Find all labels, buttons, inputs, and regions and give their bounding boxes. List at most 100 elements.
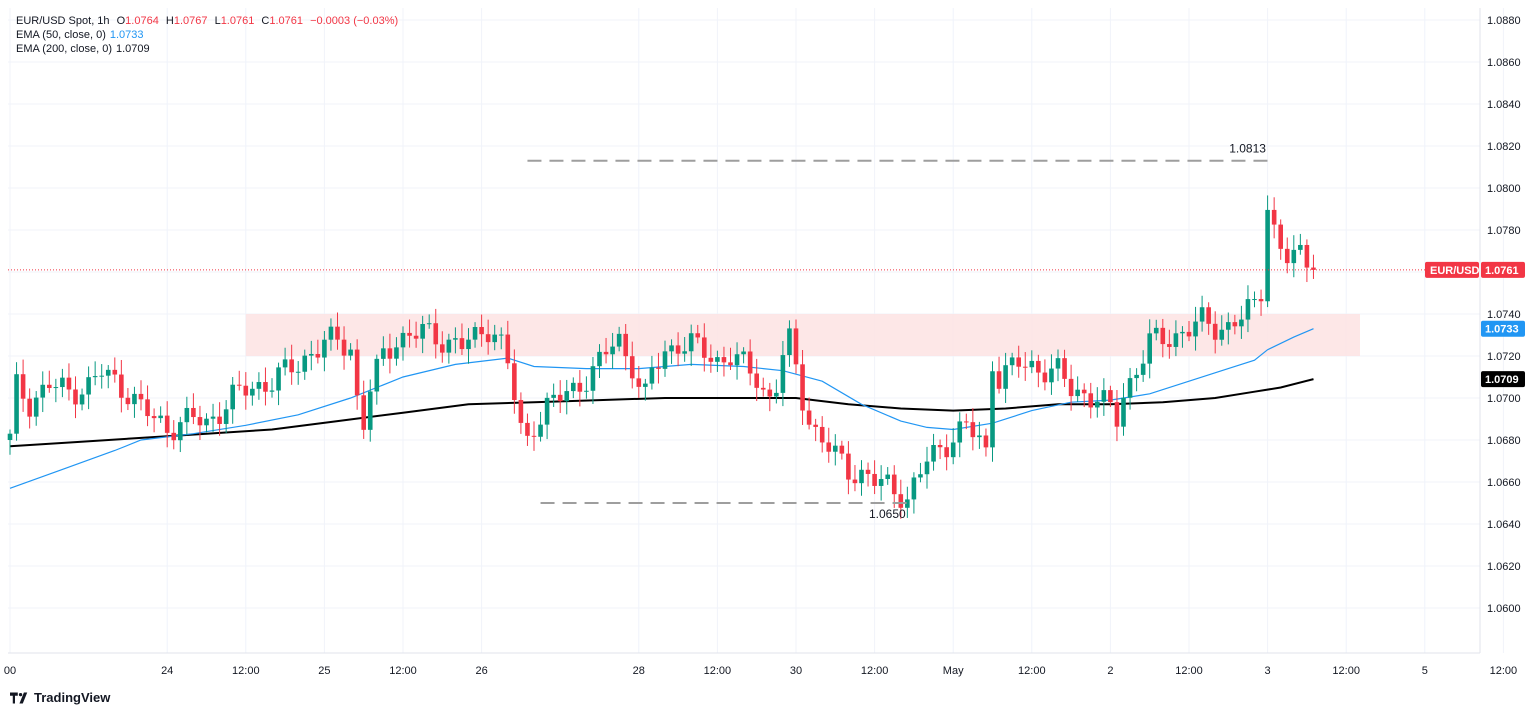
candle bbox=[695, 324, 701, 344]
legend-low: 1.0761 bbox=[220, 15, 255, 27]
candle bbox=[675, 332, 681, 367]
candle bbox=[1265, 195, 1270, 308]
candle bbox=[636, 366, 642, 398]
candle bbox=[1075, 376, 1080, 402]
candle-body bbox=[518, 399, 524, 423]
candle bbox=[112, 357, 118, 383]
legend-close: 1.0761 bbox=[269, 15, 304, 27]
candle bbox=[47, 370, 52, 393]
candle-body bbox=[446, 339, 452, 353]
candle-body bbox=[944, 447, 949, 458]
candle-body bbox=[302, 355, 308, 372]
candle-body bbox=[191, 407, 196, 418]
candle-body bbox=[1278, 224, 1283, 249]
x-tick-label: 25 bbox=[318, 665, 330, 677]
x-tick-label: 12:00 bbox=[389, 665, 417, 677]
candle-body bbox=[1180, 331, 1185, 334]
candle-body bbox=[911, 477, 917, 500]
candle-body bbox=[597, 351, 602, 367]
candle bbox=[538, 411, 543, 442]
candle-body bbox=[1062, 358, 1067, 379]
candle-body bbox=[1101, 390, 1107, 402]
candle-body bbox=[1081, 389, 1087, 394]
tradingview-brand[interactable]: TradingView bbox=[10, 690, 110, 705]
candle bbox=[1245, 285, 1251, 333]
candle-body bbox=[898, 494, 904, 508]
candle-body bbox=[551, 394, 556, 398]
candle bbox=[420, 315, 425, 354]
candle-body bbox=[53, 387, 59, 389]
candle-body bbox=[7, 433, 13, 440]
legend-change: −0.0003 (−0.03%) bbox=[310, 15, 399, 27]
candle bbox=[492, 324, 497, 351]
candle-body bbox=[459, 338, 465, 350]
candle bbox=[1153, 319, 1159, 341]
candle bbox=[708, 344, 714, 373]
candle bbox=[236, 370, 242, 391]
candle-body bbox=[1088, 393, 1094, 408]
candle-body bbox=[584, 390, 589, 392]
x-tick-label: 12:00 bbox=[1332, 665, 1360, 677]
candle bbox=[885, 467, 890, 485]
candle-body bbox=[1036, 360, 1041, 373]
x-tick-label: 28 bbox=[633, 665, 645, 677]
x-tick-label: 3 bbox=[1265, 665, 1271, 677]
candle bbox=[760, 377, 766, 397]
candle bbox=[741, 347, 746, 364]
candle-body bbox=[721, 357, 727, 363]
candle bbox=[525, 413, 530, 446]
candle-body bbox=[381, 348, 386, 359]
candle bbox=[754, 358, 759, 402]
candle-body bbox=[1173, 333, 1179, 347]
candle bbox=[407, 319, 412, 348]
candle-body bbox=[623, 333, 628, 357]
candle bbox=[911, 472, 917, 514]
candle bbox=[479, 314, 484, 347]
candle bbox=[859, 460, 864, 496]
candle-body bbox=[1134, 374, 1139, 379]
candle bbox=[1022, 352, 1028, 381]
candle bbox=[505, 320, 511, 370]
candle-body bbox=[269, 390, 275, 392]
candle-body bbox=[616, 333, 622, 347]
candle-body bbox=[341, 339, 347, 356]
y-tick-label: 1.0780 bbox=[1487, 225, 1521, 237]
candle bbox=[610, 332, 615, 369]
candle-body bbox=[86, 377, 91, 395]
candle bbox=[1239, 305, 1244, 339]
candle bbox=[590, 357, 596, 404]
candle-body bbox=[223, 409, 229, 424]
candle-body bbox=[715, 357, 720, 362]
candle bbox=[446, 333, 452, 364]
candle-body bbox=[171, 432, 177, 441]
candle bbox=[302, 349, 308, 380]
annotation-label: 1.0813 bbox=[1229, 142, 1266, 156]
candle bbox=[217, 402, 222, 436]
candle bbox=[1212, 311, 1218, 354]
candle-body bbox=[151, 416, 157, 419]
candle-body bbox=[1075, 389, 1080, 397]
candle bbox=[295, 361, 301, 385]
x-tick-label: 00 bbox=[4, 665, 16, 677]
candle-body bbox=[263, 382, 268, 392]
candle bbox=[276, 362, 281, 406]
x-tick-label: 12:00 bbox=[1018, 665, 1046, 677]
price-tag-symbol-box bbox=[1425, 261, 1479, 278]
candle-body bbox=[14, 374, 19, 434]
candle bbox=[145, 385, 150, 427]
candle-body bbox=[1029, 360, 1035, 368]
candle bbox=[472, 322, 478, 348]
tradingview-logo-icon bbox=[10, 691, 28, 704]
candle bbox=[878, 465, 884, 501]
candle-body bbox=[1121, 397, 1126, 427]
x-tick-label: 12:00 bbox=[704, 665, 732, 677]
candle bbox=[322, 330, 327, 372]
y-tick-label: 1.0600 bbox=[1487, 603, 1521, 615]
candle-body bbox=[413, 335, 419, 339]
x-tick-label: 26 bbox=[475, 665, 487, 677]
candle-body bbox=[662, 351, 668, 369]
candle bbox=[531, 421, 537, 451]
candles bbox=[7, 195, 1316, 519]
candle bbox=[269, 378, 275, 398]
